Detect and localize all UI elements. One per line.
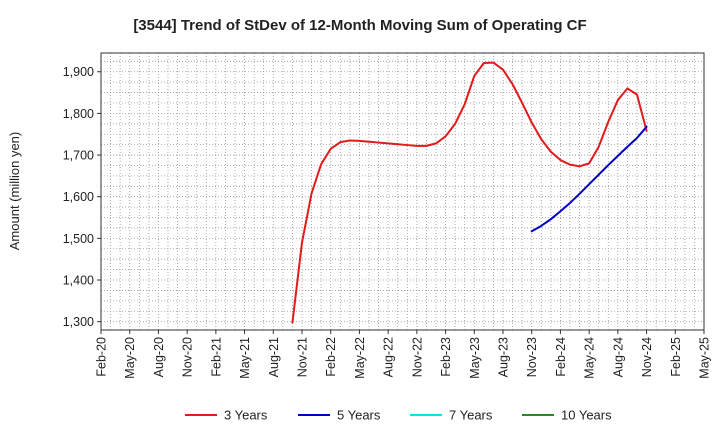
series-lines	[291, 61, 648, 324]
series-line-3-years	[291, 61, 648, 324]
x-tick-label: Nov-23	[525, 337, 539, 377]
x-tick-label: May-22	[353, 337, 367, 379]
plot-area	[101, 53, 704, 330]
legend-label: 7 Years	[449, 408, 493, 423]
legend-label: 10 Years	[561, 408, 612, 423]
grid	[101, 53, 704, 330]
y-axis: 1,300 1,400 1,500 1,600 1,700 1,800 1,900	[63, 65, 101, 329]
y-tick-label: 1,400	[63, 274, 94, 288]
y-tick-label: 1,600	[63, 190, 94, 204]
x-tick-label: May-23	[468, 337, 482, 379]
x-tick-label: May-25	[698, 337, 712, 379]
y-axis-label: Amount (million yen)	[7, 132, 22, 251]
x-tick-label: Aug-24	[611, 337, 625, 377]
y-tick-label: 1,500	[63, 232, 94, 246]
x-tick-label: Aug-23	[497, 337, 511, 377]
legend-label: 5 Years	[337, 408, 381, 423]
x-tick-label: May-24	[583, 337, 597, 379]
x-tick-label: Nov-21	[296, 337, 310, 377]
y-tick-label: 1,300	[63, 315, 94, 329]
y-tick-label: 1,800	[63, 107, 94, 121]
x-tick-label: Feb-20	[95, 337, 109, 377]
x-tick-label: Aug-20	[152, 337, 166, 377]
x-tick-label: Feb-25	[669, 337, 683, 377]
x-tick-label: Feb-24	[554, 337, 568, 377]
x-tick-label: Nov-22	[410, 337, 424, 377]
x-tick-label: Aug-22	[382, 337, 396, 377]
x-tick-label: Aug-21	[267, 337, 281, 377]
x-tick-label: Nov-20	[181, 337, 195, 377]
x-tick-label: Nov-24	[640, 337, 654, 377]
y-tick-label: 1,900	[63, 65, 94, 79]
legend: 3 Years 5 Years 7 Years 10 Years	[185, 408, 612, 423]
legend-label: 3 Years	[224, 408, 268, 423]
x-tick-label: Feb-22	[324, 337, 338, 377]
x-axis: Feb-20 May-20 Aug-20 Nov-20 Feb-21 May-21 Aug-…	[95, 330, 712, 379]
chart-title: [3544] Trend of StDev of 12-Month Moving…	[133, 17, 586, 34]
series-line-5-years	[530, 125, 648, 233]
y-tick-label: 1,700	[63, 149, 94, 163]
x-tick-label: May-20	[123, 337, 137, 379]
x-tick-label: Feb-23	[439, 337, 453, 377]
plot-border	[100, 52, 705, 331]
x-tick-label: May-21	[238, 337, 252, 379]
x-tick-label: Feb-21	[209, 337, 223, 377]
